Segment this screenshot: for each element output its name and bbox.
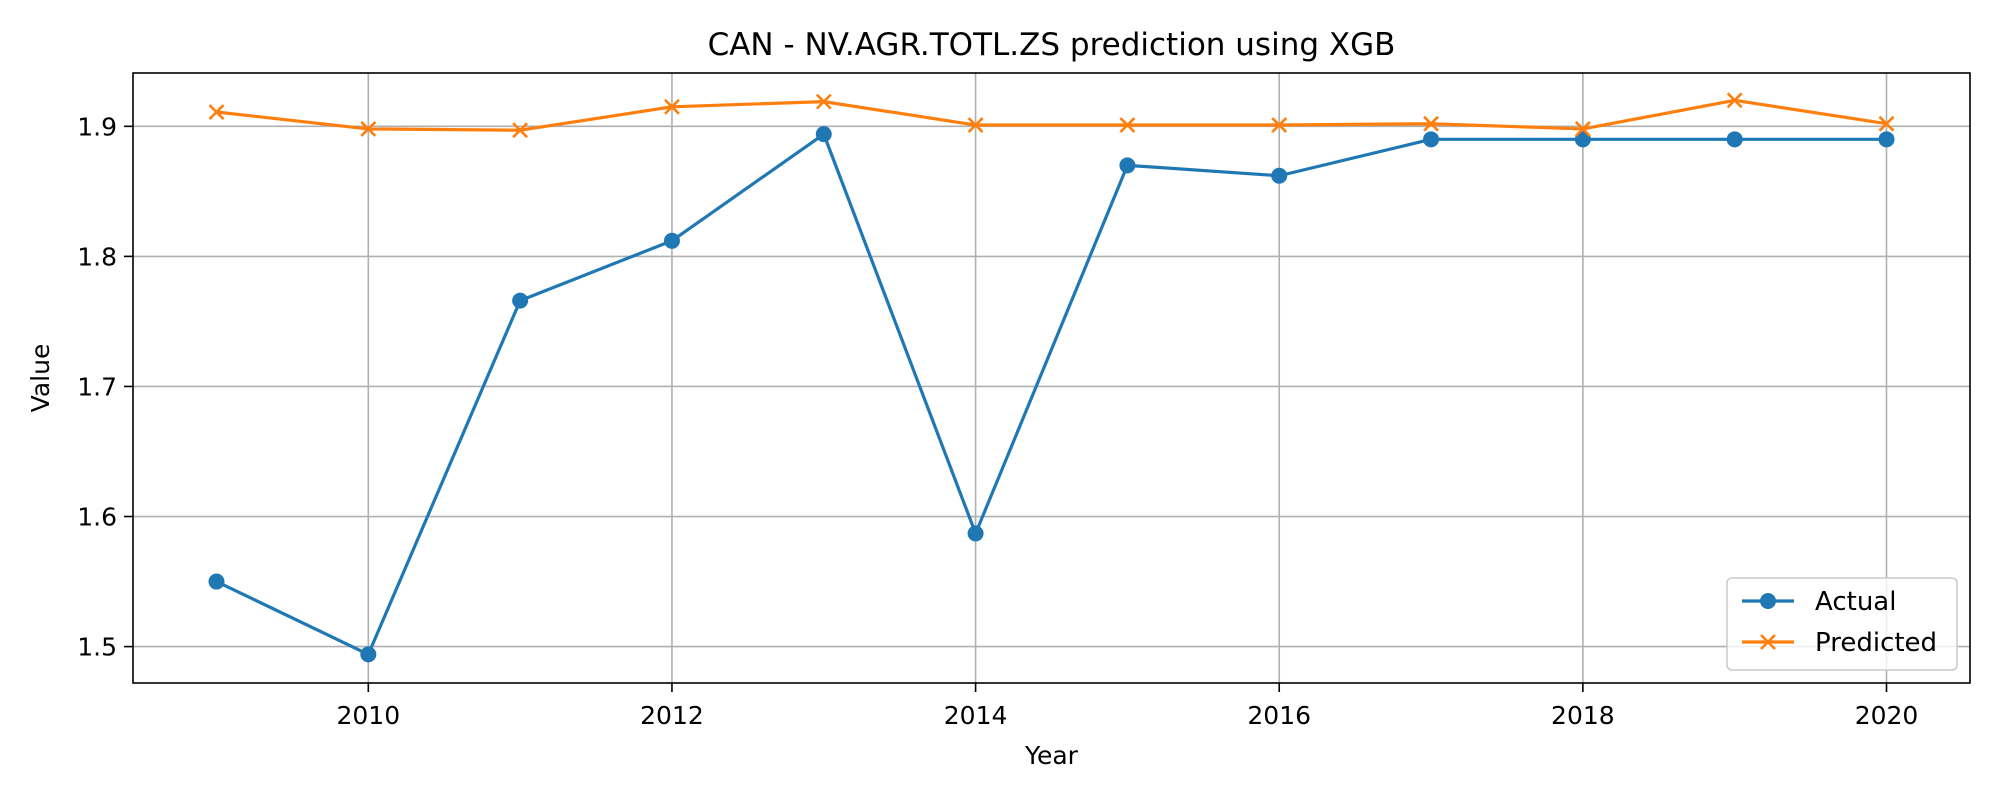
actual-point [1423, 131, 1440, 148]
predicted-point [1271, 117, 1288, 133]
predicted-point [1726, 92, 1743, 109]
predicted-point [512, 122, 529, 139]
predicted-line [216, 98, 1887, 132]
x-tick-label: 2012 [640, 701, 704, 730]
y-tick-label: 1.5 [77, 633, 117, 662]
actual-point [512, 292, 529, 309]
actual-point [967, 525, 984, 542]
actual-point [360, 646, 377, 663]
x-axis-label: Year [1024, 741, 1079, 770]
predicted-point [1878, 115, 1895, 132]
legend: Actual Predicted [1726, 577, 1958, 671]
y-tick-label: 1.8 [77, 242, 117, 271]
predicted-point [815, 93, 832, 110]
predicted-point [664, 98, 680, 115]
x-tick-label: 2020 [1855, 701, 1919, 730]
tick-layer: 2010 2012 2014 2016 2018 2020 1.5 1.6 1.7 1.8 1.9 [77, 112, 1918, 730]
actual-point [1726, 131, 1743, 148]
actual-point [1119, 157, 1136, 174]
actual-point [663, 232, 680, 249]
predicted-point [360, 121, 377, 137]
actual-point [1878, 131, 1895, 148]
y-tick-label: 1.7 [77, 372, 117, 401]
x-tick-label: 2014 [944, 701, 1008, 730]
chart-title: CAN - NV.AGR.TOTL.ZS prediction using XG… [708, 27, 1396, 63]
series-layer [208, 92, 1895, 663]
actual-line [215, 132, 1887, 656]
x-tick-label: 2010 [337, 701, 401, 730]
actual-point [1271, 167, 1288, 184]
actual-point [815, 126, 832, 143]
legend-predicted-label: Predicted [1815, 628, 1937, 658]
predicted-point [1574, 121, 1591, 137]
y-tick-label: 1.9 [77, 112, 117, 141]
x-tick-label: 2016 [1247, 701, 1311, 730]
plot-frame [132, 72, 1971, 684]
legend-predicted-marker [1760, 634, 1776, 650]
predicted-point [1423, 115, 1439, 132]
actual-point [208, 573, 225, 590]
legend-actual-label: Actual [1815, 587, 1896, 617]
x-tick-label: 2018 [1551, 701, 1615, 730]
legend-actual-marker [1760, 593, 1776, 609]
actual-point [1574, 131, 1591, 148]
predicted-point [967, 117, 984, 133]
predicted-point [1119, 117, 1136, 133]
y-axis-label: Value [26, 344, 55, 413]
predicted-point [208, 104, 225, 120]
grid [133, 73, 1970, 683]
y-tick-label: 1.6 [77, 503, 117, 532]
